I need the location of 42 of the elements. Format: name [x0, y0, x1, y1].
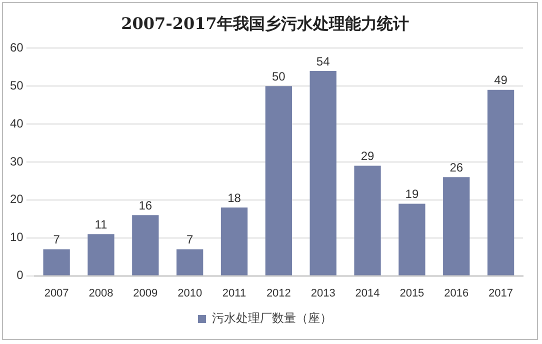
- x-tick-label: 2017: [488, 287, 514, 300]
- x-tick-label: 2013: [310, 287, 336, 300]
- data-label: 50: [272, 69, 286, 84]
- bar: [132, 215, 159, 276]
- x-tick-label: 2014: [355, 287, 380, 300]
- data-label: 29: [360, 149, 375, 164]
- x-tick-label: 2008: [88, 287, 114, 300]
- bar: [487, 90, 514, 276]
- data-label: 54: [316, 54, 330, 68]
- x-tick-label: 2009: [133, 287, 158, 300]
- y-tick-label: 30: [10, 154, 24, 168]
- y-tick-label: 20: [10, 192, 24, 206]
- data-label: 11: [94, 217, 108, 232]
- x-tick-label: 2016: [444, 287, 469, 300]
- bar: [176, 249, 204, 276]
- data-label: 16: [138, 198, 152, 212]
- y-tick-label: 0: [16, 268, 24, 282]
- y-tick-label: 60: [10, 40, 24, 55]
- bar: [43, 249, 70, 276]
- x-tick-label: 2015: [400, 287, 424, 300]
- chart-title: 2007-2017年我国乡污水处理能力统计: [121, 14, 409, 33]
- x-tick-label: 2007: [44, 287, 69, 300]
- data-label: 26: [450, 160, 464, 174]
- data-label: 49: [494, 73, 508, 88]
- legend-label: 污水处理厂数量（座）: [212, 311, 332, 326]
- x-tick-label: 2010: [178, 287, 202, 300]
- y-tick-label: 10: [10, 230, 24, 244]
- bar: [265, 86, 292, 276]
- y-tick-label: 50: [10, 78, 24, 92]
- bar: [354, 166, 381, 276]
- data-label: 18: [228, 190, 242, 205]
- y-tick-label: 40: [10, 116, 24, 130]
- data-label: 7: [186, 232, 194, 247]
- bar: [220, 208, 248, 276]
- x-tick-label: 2012: [266, 287, 291, 300]
- data-label: 7: [53, 232, 60, 247]
- bar: [443, 177, 470, 276]
- bar: [88, 234, 114, 276]
- bar: [310, 70, 336, 276]
- bar: [398, 204, 426, 276]
- x-tick-label: 2011: [222, 287, 246, 300]
- data-label: 19: [405, 187, 419, 202]
